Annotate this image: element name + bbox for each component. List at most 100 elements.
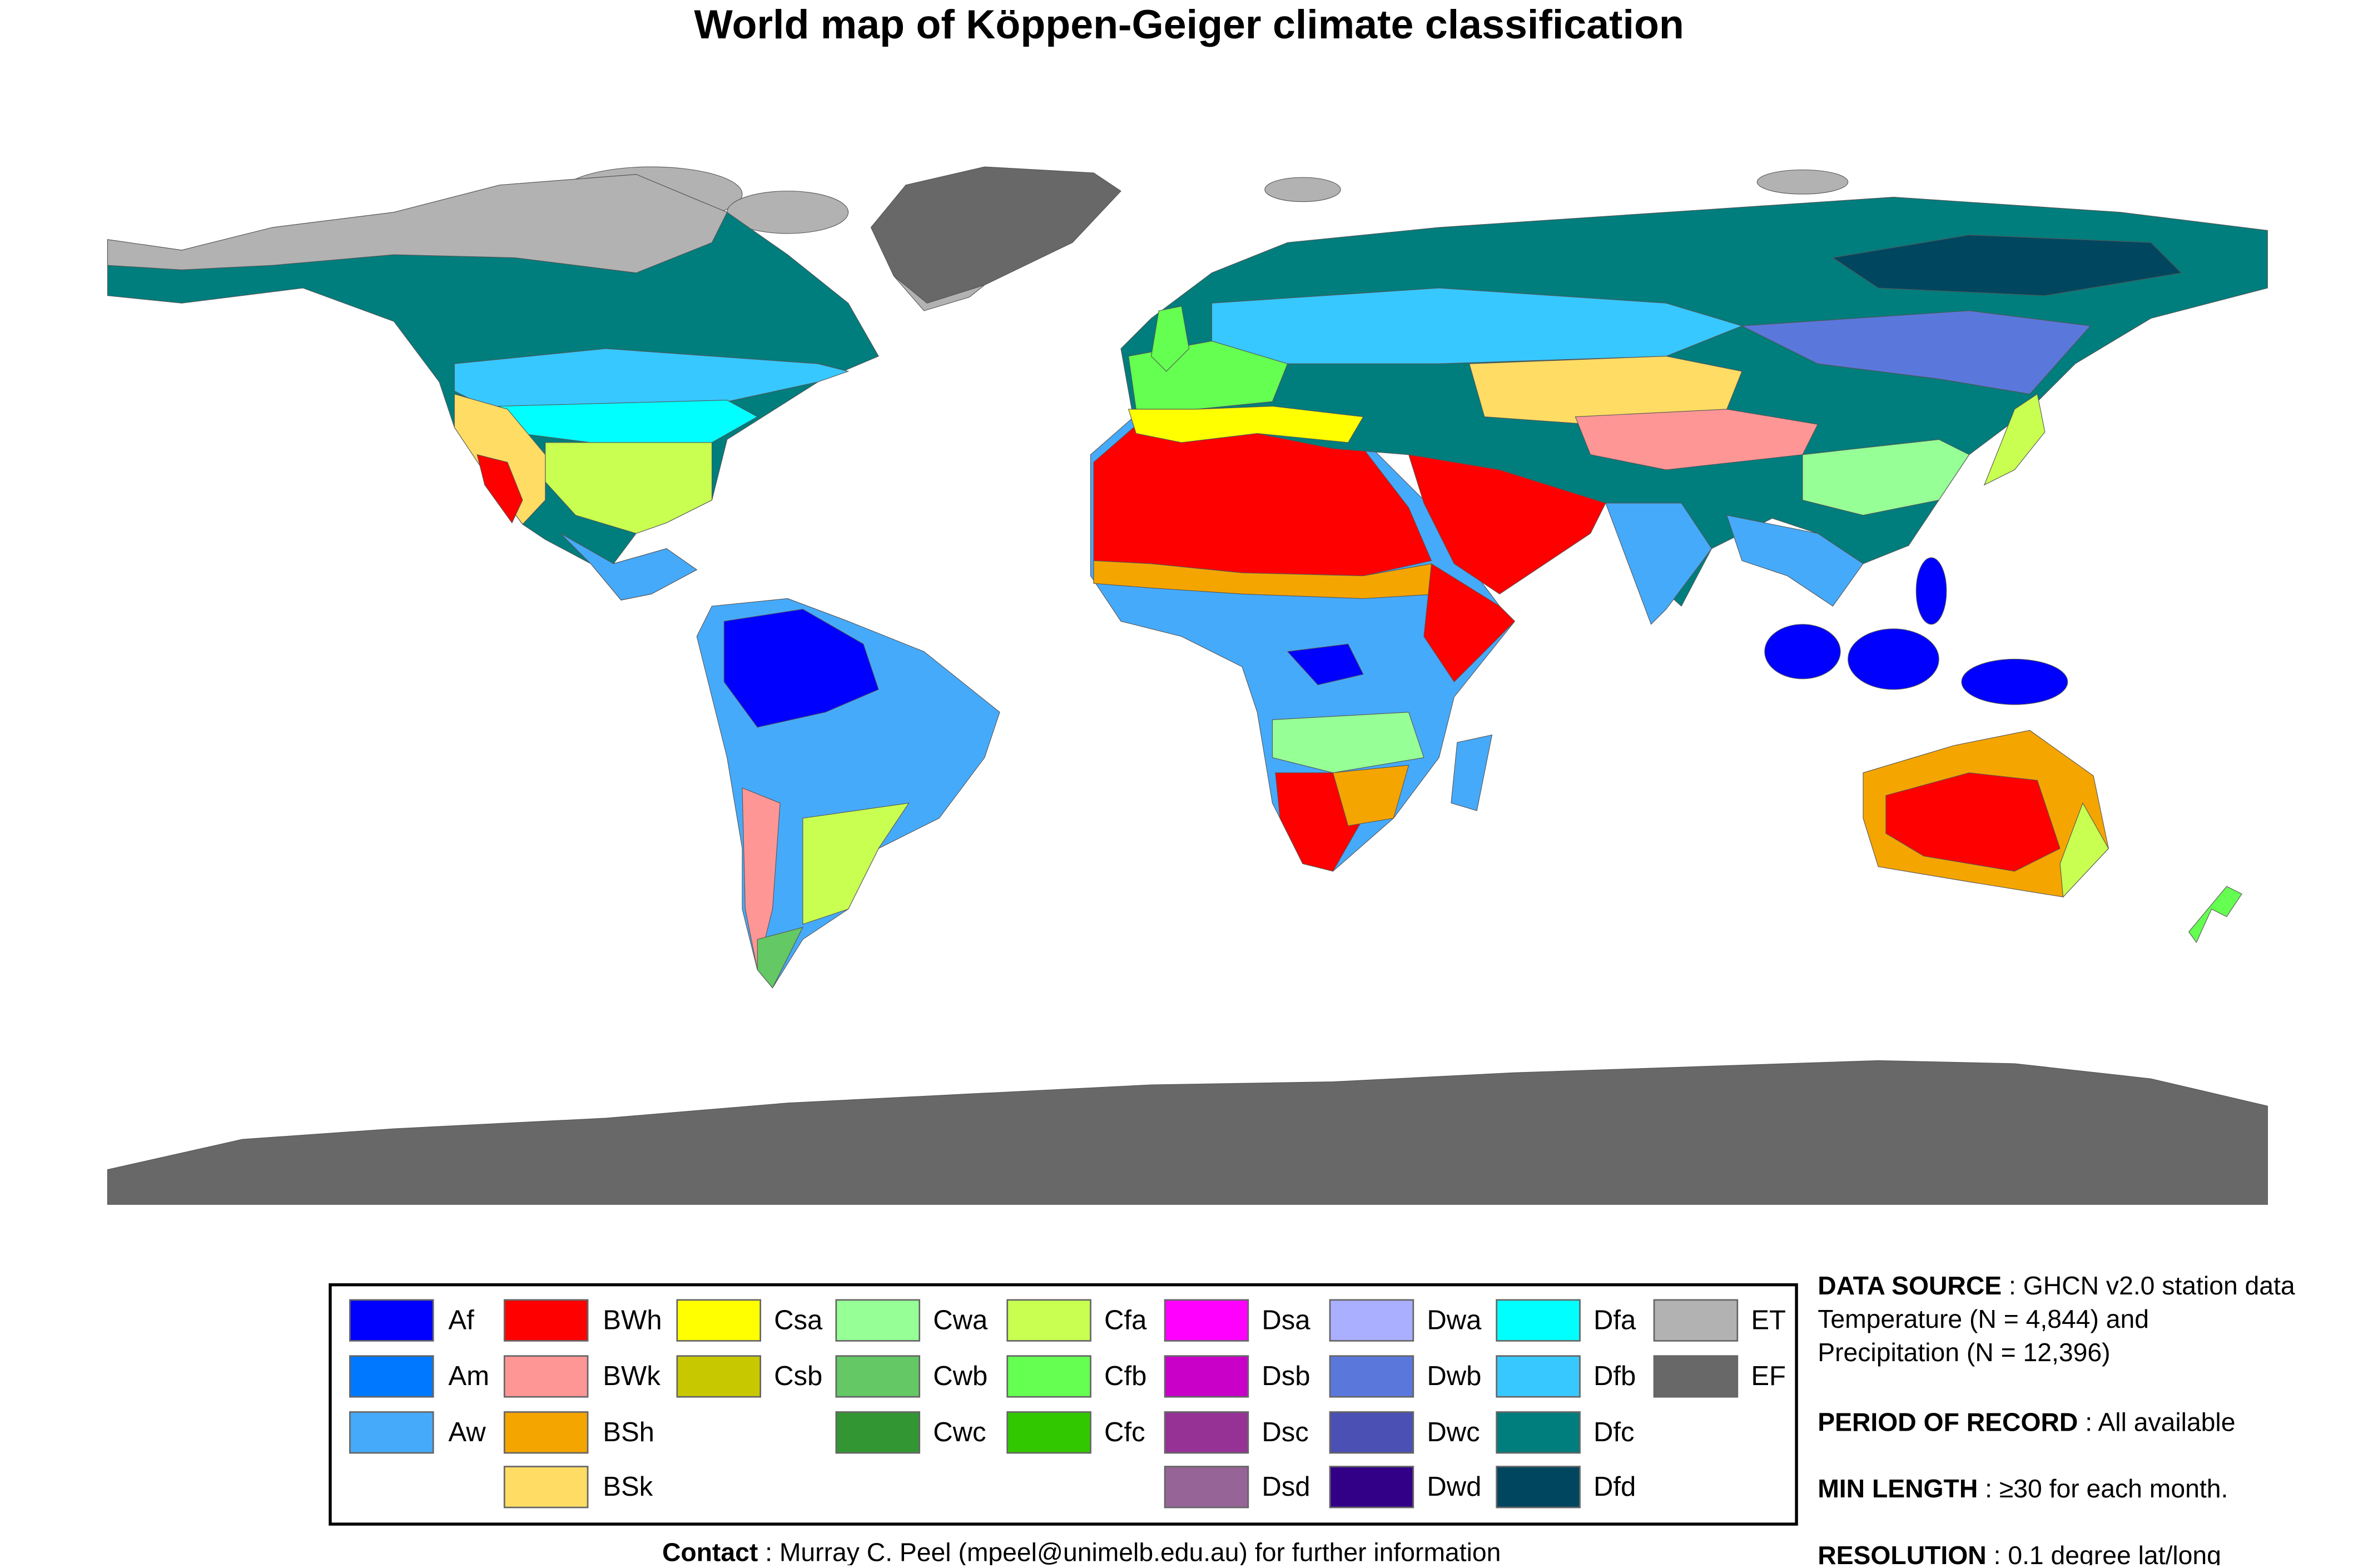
legend-swatch xyxy=(1164,1299,1249,1342)
legend-label: Cwc xyxy=(933,1417,986,1447)
legend-swatch xyxy=(1006,1299,1091,1342)
legend-label: Dfa xyxy=(1593,1305,1636,1335)
map-title: World map of Köppen-Geiger climate class… xyxy=(694,1,1684,47)
contact-label: Contact xyxy=(662,1538,758,1565)
africa-bsh xyxy=(1332,765,1409,826)
sa-south xyxy=(757,926,803,989)
japan xyxy=(1983,393,2046,486)
na-tundra xyxy=(107,174,728,274)
legend-swatch xyxy=(349,1299,434,1342)
arctic-island xyxy=(1756,169,1849,195)
legend-label: Dsa xyxy=(1262,1305,1310,1335)
new-zealand xyxy=(2188,886,2242,944)
british-isles xyxy=(1150,306,1190,372)
note-text: : All available xyxy=(2078,1408,2235,1437)
contact-text: : Murray C. Peel (mpeel@unimelb.edu.au) … xyxy=(758,1538,1501,1565)
asia-dfd xyxy=(1832,235,2182,296)
notes: DATA SOURCE : GHCN v2.0 station data Temp… xyxy=(1818,1271,2295,1568)
legend-swatch xyxy=(503,1355,589,1398)
legend-swatch xyxy=(1496,1466,1581,1509)
legend-swatch xyxy=(503,1411,589,1454)
india xyxy=(1605,503,1712,625)
legend-label: Af xyxy=(448,1305,474,1335)
na-bsk xyxy=(454,393,546,525)
note-line: DATA SOURCE : GHCN v2.0 station data xyxy=(1818,1271,2295,1300)
arctic-island xyxy=(1264,177,1341,202)
note-label: MIN LENGTH xyxy=(1818,1474,1978,1503)
legend-label: Dwd xyxy=(1427,1472,1481,1502)
greenland xyxy=(870,166,1121,304)
legend-label: Aw xyxy=(448,1417,486,1447)
legend-swatch xyxy=(349,1355,434,1398)
legend-label: BWk xyxy=(603,1361,661,1391)
africa-af xyxy=(1287,643,1364,686)
legend-swatch xyxy=(503,1466,589,1509)
madagascar xyxy=(1451,734,1493,811)
legend-swatch xyxy=(835,1299,921,1342)
island xyxy=(1961,658,2068,705)
note-text: : ≥30 for each month. xyxy=(1978,1474,2228,1503)
legend-label: Cwa xyxy=(933,1305,988,1335)
middle-east xyxy=(1408,454,1606,594)
note-label: PERIOD OF RECORD xyxy=(1818,1408,2078,1437)
legend-label: Cfa xyxy=(1104,1305,1147,1335)
legend-swatch xyxy=(1329,1411,1414,1454)
note-label: RESOLUTION xyxy=(1818,1541,1987,1565)
legend-swatch xyxy=(1496,1355,1581,1398)
sa-af xyxy=(723,608,879,728)
legend-swatch xyxy=(1653,1355,1739,1398)
note-line: Precipitation (N = 12,396) xyxy=(1818,1338,2110,1367)
note-line: Temperature (N = 4,844) and xyxy=(1818,1304,2149,1333)
na-bwh xyxy=(476,454,523,524)
legend-swatch xyxy=(676,1355,761,1398)
note-text: : 0.1 degree lat/long xyxy=(1987,1541,2221,1565)
greenland-coast xyxy=(893,275,985,311)
note-label: DATA SOURCE xyxy=(1818,1271,2002,1300)
note-line: MIN LENGTH : ≥30 for each month. xyxy=(1818,1474,2228,1503)
australia-bwh xyxy=(1885,772,2061,872)
legend-label: BSh xyxy=(603,1417,654,1447)
legend-swatch xyxy=(1164,1355,1249,1398)
legend-label: Csa xyxy=(774,1305,823,1335)
legend-swatch xyxy=(835,1355,921,1398)
legend-label: Cfb xyxy=(1104,1361,1146,1391)
china-cwa xyxy=(1802,439,1970,516)
legend-label: Dfb xyxy=(1593,1361,1636,1391)
legend-swatch xyxy=(1329,1299,1414,1342)
legend-label: EF xyxy=(1751,1361,1786,1391)
legend-label: Dwb xyxy=(1427,1361,1481,1391)
island xyxy=(1764,624,1841,679)
legend-swatch xyxy=(1006,1411,1091,1454)
africa-horn xyxy=(1423,563,1516,683)
legend: Af Am Aw BWh BWk BSh BSk Csa Csb Cwa Cwb Cwc Cfa Cfb C… xyxy=(349,1299,1786,1509)
legend-label: Dsc xyxy=(1262,1417,1308,1447)
legend-label: Dfc xyxy=(1593,1417,1635,1447)
legend-label: ET xyxy=(1751,1305,1786,1335)
sa-cfa xyxy=(802,802,910,925)
legend-swatch xyxy=(1329,1355,1414,1398)
legend-swatch xyxy=(1006,1355,1091,1398)
legend-swatch xyxy=(1164,1466,1249,1509)
asia-dwb xyxy=(1740,310,2091,395)
antarctica xyxy=(107,1060,2268,1205)
australia-cfa xyxy=(2059,802,2109,898)
na-dfa xyxy=(499,400,758,443)
legend-swatch xyxy=(1496,1411,1581,1454)
legend-swatch xyxy=(835,1411,921,1454)
legend-swatch xyxy=(1496,1299,1581,1342)
africa-cwa xyxy=(1272,712,1424,773)
legend-label: Cwb xyxy=(933,1361,987,1391)
note-text: Temperature (N = 4,844) and xyxy=(1818,1304,2149,1333)
na-cfa xyxy=(545,442,712,534)
contact-line: Contact : Murray C. Peel (mpeel@unimelb.… xyxy=(662,1538,1501,1565)
se-asia xyxy=(1726,514,1864,607)
note-text: : GHCN v2.0 station data xyxy=(2002,1271,2295,1300)
legend-label: Dwa xyxy=(1427,1305,1482,1335)
europe-csa xyxy=(1128,405,1364,443)
legend-swatch xyxy=(1164,1411,1249,1454)
legend-label: Cfc xyxy=(1104,1417,1145,1447)
legend-swatch xyxy=(349,1411,434,1454)
legend-label: BSk xyxy=(603,1472,653,1502)
note-line: RESOLUTION : 0.1 degree lat/long xyxy=(1818,1541,2221,1565)
legend-label: Csb xyxy=(774,1361,822,1391)
